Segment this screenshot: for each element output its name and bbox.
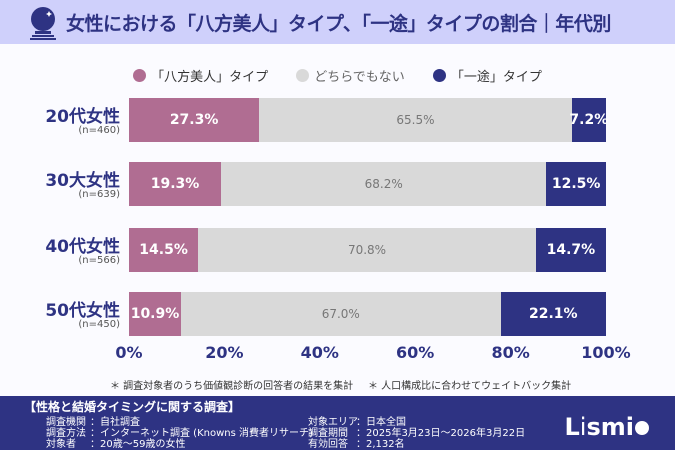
legend-swatch: [133, 69, 147, 82]
bar-ichizu: 22.1%: [500, 292, 606, 336]
survey-value: ：自社調査: [90, 417, 140, 428]
survey-key: 対象エリア: [308, 417, 358, 428]
crystal-ball-icon: [30, 7, 56, 40]
sample-size: (n=460): [78, 125, 120, 136]
bar-row: 14.5% 70.8% 14.7%: [129, 228, 606, 272]
legend-item-neither: どちらでもない: [296, 66, 405, 85]
survey-key: 有効回答: [308, 439, 348, 450]
bar-row: 19.3% 68.2% 12.5%: [129, 162, 606, 206]
header: 女性における「八方美人」タイプ、「一途」タイプの割合｜年代別: [0, 0, 675, 44]
bar-happo: 19.3%: [129, 162, 222, 206]
legend: 「八方美人」タイプ どちらでもない 「一途」タイプ: [0, 66, 675, 85]
age-label: 30大女性: [45, 171, 120, 191]
survey-key: 調査機関: [46, 417, 86, 428]
age-label: 40代女性: [45, 237, 120, 257]
bar-row: 27.3% 65.5% 7.2%: [129, 98, 608, 142]
x-tick-label: 100%: [581, 343, 631, 362]
bar-row: 10.9% 67.0% 22.1%: [129, 292, 606, 336]
legend-label: どちらでもない: [314, 70, 405, 85]
survey-key: 調査期間: [308, 428, 348, 439]
x-tick-label: 80%: [491, 343, 530, 362]
bar-ichizu: 12.5%: [546, 162, 606, 206]
age-label: 20代女性: [45, 107, 120, 127]
bar-neither: 67.0%: [180, 292, 501, 336]
sample-size: (n=639): [78, 189, 120, 200]
bar-ichizu: 14.7%: [535, 228, 606, 272]
lismi-logo: Lismi: [565, 413, 649, 441]
row-label: 30大女性 (n=639): [20, 166, 120, 200]
bar-happo: 10.9%: [129, 292, 181, 336]
chart-title: 女性における「八方美人」タイプ、「一途」タイプの割合｜年代別: [66, 13, 611, 35]
bar-neither: 68.2%: [221, 162, 547, 206]
bar-ichizu: 7.2%: [569, 98, 608, 142]
survey-title: 【性格と結婚タイミングに関する調査】: [24, 400, 241, 414]
survey-value: ：2,132名: [356, 439, 405, 450]
legend-item-ichizu: 「一途」タイプ: [432, 66, 542, 85]
bar-happo: 14.5%: [129, 228, 199, 272]
x-tick-label: 20%: [205, 343, 244, 362]
legend-label: 「八方美人」タイプ: [151, 70, 269, 85]
row-label: 50代女性 (n=450): [20, 296, 120, 330]
row-label: 40代女性 (n=566): [20, 232, 120, 266]
survey-key: 調査方法: [46, 428, 86, 439]
bar-neither: 65.5%: [259, 98, 572, 142]
sample-size: (n=450): [78, 319, 120, 330]
legend-swatch: [296, 69, 310, 82]
survey-value: ：2025年3月23日～2026年3月22日: [356, 428, 526, 439]
bar-neither: 70.8%: [198, 228, 536, 272]
survey-value: ：日本全国: [356, 417, 406, 428]
legend-swatch: [432, 69, 446, 82]
survey-value: ：20歳～59歳の女性: [90, 439, 186, 450]
legend-label: 「一途」タイプ: [450, 70, 542, 85]
survey-value: ：インターネット調査 (Knowns 消費者リサーチ): [90, 428, 313, 439]
sample-size: (n=566): [78, 255, 120, 266]
footer: 【性格と結婚タイミングに関する調査】 調査機関 ：自社調査 調査方法 ：インターネット…: [0, 396, 675, 450]
age-label: 50代女性: [45, 301, 120, 321]
row-label: 20代女性 (n=460): [20, 102, 120, 136]
bar-happo: 27.3%: [129, 98, 260, 142]
legend-item-happo: 「八方美人」タイプ: [133, 66, 268, 85]
note: ＊ 人口構成比に合わせてウェイトバック集計: [368, 381, 572, 392]
note: ＊ 調査対象者のうち価値観診断の回答者の結果を集計: [110, 381, 354, 392]
x-tick-label: 60%: [396, 343, 435, 362]
x-tick-label: 40%: [300, 343, 339, 362]
survey-key: 対象者: [46, 439, 76, 450]
x-tick-label: 0%: [115, 343, 143, 362]
